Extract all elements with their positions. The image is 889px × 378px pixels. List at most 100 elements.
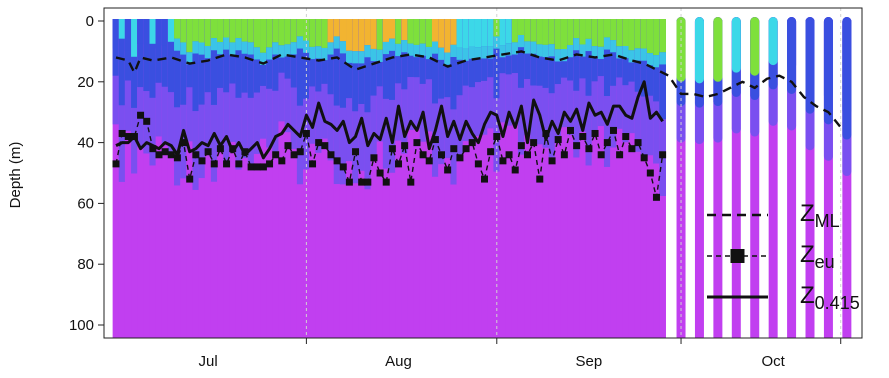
heatmap-column (616, 19, 623, 338)
series-eu-point (149, 145, 157, 153)
heatmap-column (640, 19, 648, 338)
series-eu-point (296, 148, 304, 156)
heatmap-column (474, 19, 482, 338)
heatmap-column (468, 19, 476, 338)
heatmap-sparse-column (750, 17, 760, 338)
heatmap-column (511, 19, 519, 338)
heatmap-column (653, 19, 660, 338)
heatmap-column (235, 19, 243, 338)
heatmap-column (450, 19, 458, 338)
heatmap-column (560, 19, 568, 338)
heatmap-column (622, 19, 630, 338)
series-eu-point (302, 129, 310, 137)
heatmap-column (542, 19, 550, 338)
heatmap-column (389, 19, 396, 338)
heatmap-column (315, 19, 323, 338)
heatmap-column (444, 19, 452, 338)
heatmap-column (610, 19, 617, 338)
heatmap-column (431, 19, 439, 338)
heatmap-column (180, 19, 187, 338)
heatmap-column (585, 19, 593, 338)
heatmap-column (352, 19, 359, 338)
heatmap-column (303, 19, 310, 338)
series-eu-point (450, 145, 458, 153)
series-eu-point (646, 169, 654, 177)
series-eu-point (499, 157, 507, 165)
heatmap-column (149, 19, 157, 338)
heatmap-sparse-column (842, 17, 852, 338)
series-eu-point (321, 142, 329, 150)
y-tick-label: 80 (77, 256, 94, 273)
series-eu-point (284, 142, 292, 150)
series-eu-point (468, 139, 476, 147)
heatmap-column (456, 19, 464, 338)
series-eu-point (511, 166, 519, 174)
heatmap-column (530, 19, 538, 338)
heatmap-column (131, 19, 138, 338)
heatmap-column (296, 19, 304, 338)
series-eu-point (376, 169, 384, 177)
series-eu-point (247, 163, 255, 171)
series-eu-point (143, 117, 151, 125)
heatmap-column (260, 19, 267, 338)
heatmap-column (210, 19, 218, 338)
series-eu-point (235, 160, 243, 168)
series-eu-point (364, 178, 372, 186)
series-eu-point (481, 175, 488, 183)
heatmap-column (364, 19, 372, 338)
series-eu-point (223, 160, 231, 168)
heatmap-column (167, 19, 175, 338)
heatmap-sparse-column (787, 17, 797, 338)
series-eu-point (259, 163, 267, 171)
series-eu-point (204, 148, 212, 156)
series-eu-point (530, 139, 538, 147)
heatmap-column (290, 19, 298, 338)
heatmap-column (284, 19, 292, 338)
heatmap-column (646, 19, 654, 338)
series-eu-point (155, 151, 163, 159)
series-eu-point (137, 111, 145, 119)
series-eu-point (585, 145, 593, 153)
y-tick-label: 0 (86, 13, 94, 30)
heatmap-column (401, 19, 409, 338)
heatmap-column (395, 19, 402, 338)
heatmap-column (266, 19, 273, 338)
legend-item: Zeu (707, 241, 835, 272)
heatmap-column (143, 19, 151, 338)
x-tick-label: Oct (761, 353, 785, 370)
series-eu-point (640, 154, 648, 162)
heatmap-column (413, 19, 421, 338)
series-eu-point (456, 154, 464, 162)
heatmap-column (309, 19, 316, 338)
heatmap-column (339, 19, 347, 338)
series-eu-point (591, 129, 599, 137)
heatmap-column (524, 19, 531, 338)
series-eu-point (345, 178, 353, 186)
series-eu-point (327, 151, 335, 159)
series-eu-point (388, 145, 396, 153)
series-eu-point (560, 151, 568, 159)
heatmap-column (493, 19, 501, 338)
heatmap-column (554, 19, 562, 338)
series-eu-point (266, 160, 274, 168)
heatmap-column (591, 19, 599, 338)
y-axis: 0 20 40 60 80 100 (69, 13, 104, 334)
series-eu-point (579, 133, 587, 141)
series-eu-point (382, 178, 390, 186)
series-eu-point (118, 129, 126, 137)
heatmap-column (223, 19, 230, 338)
heatmap-sparse-column (805, 17, 815, 338)
series-eu-point (173, 154, 181, 162)
legend-item: Z0.415 (707, 282, 860, 313)
series-eu-point (413, 139, 421, 147)
legend-label: Z0.415 (800, 282, 860, 313)
heatmap-column (241, 19, 249, 338)
series-eu-point (431, 136, 439, 144)
y-tick-label: 100 (69, 317, 94, 334)
series-eu-point (438, 151, 446, 159)
series-eu-point (352, 148, 360, 156)
heatmap-column (198, 19, 206, 338)
legend-swatch-point (730, 249, 745, 263)
series-eu-point (167, 151, 175, 159)
heatmap-column (124, 19, 132, 338)
